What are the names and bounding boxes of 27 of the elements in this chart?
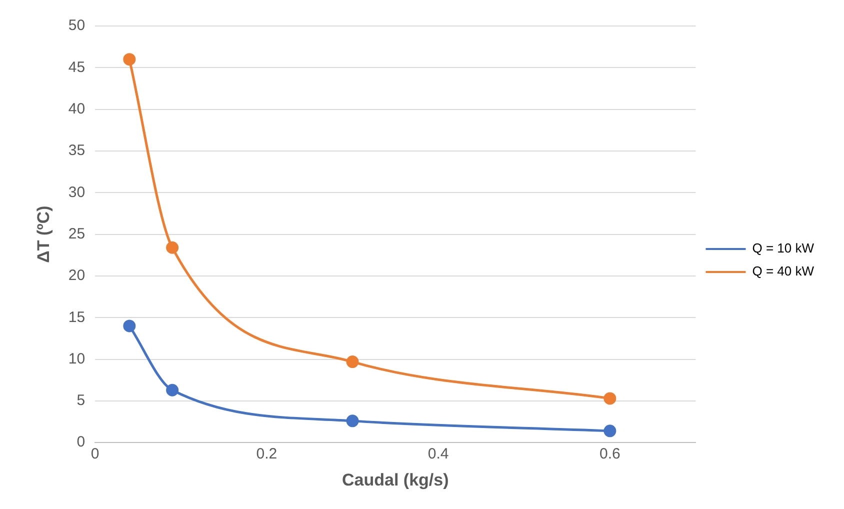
legend-label: Q = 10 kW (752, 240, 815, 256)
y-tick-label: 25 (68, 225, 86, 242)
y-tick-label: 0 (76, 434, 86, 451)
x-tick-label: 0.6 (599, 446, 620, 463)
x-tick-label: 0.2 (256, 446, 278, 463)
y-tick-label: 45 (68, 58, 86, 76)
x-tick-label: 0 (90, 446, 100, 463)
point (123, 320, 136, 332)
y-tick-label: 20 (68, 267, 86, 284)
y-tick-label: 35 (68, 142, 86, 160)
y-tick-label: 10 (68, 350, 86, 368)
y-tick-label: 15 (68, 308, 86, 326)
point (123, 53, 136, 66)
y-tick-label: 30 (68, 184, 86, 201)
point (346, 356, 359, 368)
x-tick-label: 0.4 (428, 446, 449, 463)
point (604, 392, 616, 405)
y-tick-label: 50 (68, 17, 86, 34)
point (166, 384, 179, 396)
point (166, 241, 179, 254)
y-tick-label: 40 (68, 100, 86, 118)
y-axis-title: ΔT (ºC) (34, 206, 53, 263)
x-axis-title: Caudal (kg/s) (342, 470, 449, 490)
point (604, 424, 616, 438)
point (346, 414, 359, 428)
y-tick-label: 5 (76, 392, 86, 410)
legend-label: Q = 40 kW (752, 264, 815, 279)
